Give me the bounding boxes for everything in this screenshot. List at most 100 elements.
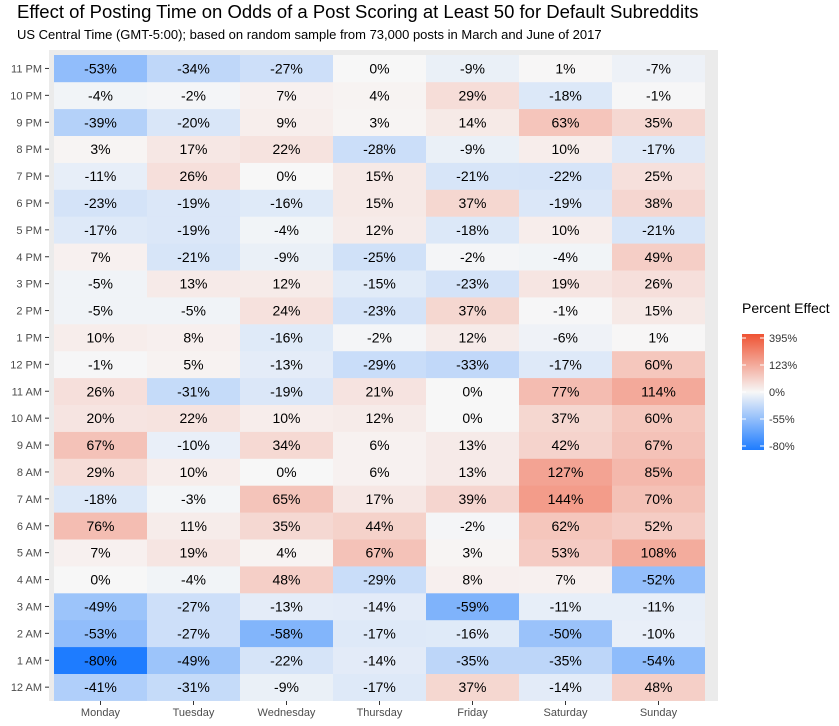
heatmap-cell (147, 135, 240, 163)
heatmap-cell (612, 485, 705, 513)
cell-value-label: -41% (84, 679, 117, 695)
heatmap-cell (519, 646, 612, 674)
cell-value-label: -4% (274, 222, 299, 238)
cell-value-label: 37% (458, 195, 486, 211)
cell-value-label: -6% (553, 329, 578, 345)
cell-value-label: 37% (551, 410, 579, 426)
cell-value-label: 53% (551, 545, 579, 561)
heatmap-cell (426, 297, 519, 325)
cell-value-label: 29% (86, 464, 114, 480)
heatmap-cell (519, 162, 612, 190)
y-axis: 12 AM 1 AM 2 AM 3 AM 4 AM 5 AM 6 AM 7 AM 8 AM 9 A… (10, 63, 49, 694)
heatmap-cell (519, 216, 612, 244)
cell-value-label: 0% (462, 410, 482, 426)
y-tick-label: 10 AM (11, 413, 42, 425)
cell-value-label: -20% (177, 114, 210, 130)
cell-value-label: 10% (551, 141, 579, 157)
heatmap-cell (54, 431, 147, 459)
heatmap-cell (240, 377, 333, 405)
cell-value-label: 12% (365, 410, 393, 426)
cell-value-label: 9% (276, 114, 296, 130)
heatmap-cell (147, 162, 240, 190)
heatmap-cell (333, 673, 426, 701)
heatmap-cell (240, 404, 333, 432)
y-tick-label: 7 PM (16, 171, 42, 183)
cell-value-label: 49% (644, 249, 672, 265)
cell-value-label: -27% (177, 598, 210, 614)
y-tick-label: 12 PM (10, 359, 42, 371)
cell-value-label: 19% (551, 276, 579, 292)
heatmap-cell (519, 324, 612, 352)
cell-value-label: -11% (550, 598, 582, 614)
heatmap-cell (240, 270, 333, 298)
heatmap-cell (147, 81, 240, 110)
cell-value-label: 114% (641, 383, 676, 399)
cell-value-label: -31% (177, 679, 210, 695)
cell-value-label: -13% (270, 598, 303, 614)
cell-value-label: 13% (458, 437, 486, 453)
cell-value-label: 108% (641, 545, 677, 561)
cell-value-label: 15% (644, 303, 672, 319)
heatmap-cell (54, 270, 147, 298)
cell-value-label: -17% (84, 222, 117, 238)
heatmap-cell (426, 539, 519, 567)
cell-value-label: 6% (369, 464, 389, 480)
cell-value-label: -17% (363, 625, 396, 641)
cell-value-label: -19% (177, 222, 210, 238)
heatmap-cell (54, 81, 147, 110)
cell-value-label: -14% (363, 652, 396, 668)
chart-subtitle: US Central Time (GMT-5:00); based on ran… (17, 27, 602, 42)
heatmap-cell (54, 485, 147, 513)
heatmap-cell (612, 189, 705, 217)
x-tick-label: Saturday (543, 707, 588, 719)
cell-value-label: 24% (272, 303, 300, 319)
cell-value-label: -11% (643, 598, 675, 614)
cell-value-label: -5% (88, 303, 113, 319)
heatmap-cell (519, 189, 612, 217)
y-tick-label: 11 PM (11, 63, 42, 75)
heatmap-cell (147, 485, 240, 513)
cell-value-label: -27% (177, 625, 210, 641)
x-tick-label: Tuesday (173, 707, 215, 719)
cell-value-label: 13% (458, 464, 486, 480)
cell-value-label: -33% (456, 356, 489, 372)
heatmap-cell (240, 135, 333, 163)
heatmap-cell (54, 350, 147, 379)
cell-value-label: 62% (551, 518, 579, 534)
cell-value-label: 15% (365, 168, 393, 184)
cell-value-label: 22% (179, 410, 207, 426)
heatmap-cell (54, 189, 147, 217)
cell-value-label: -28% (363, 141, 396, 157)
heatmap-cell (147, 458, 240, 486)
heatmap-cell (54, 458, 147, 486)
cell-value-label: 39% (458, 491, 486, 507)
heatmap-cell (612, 350, 705, 379)
heatmap-cell (519, 108, 612, 136)
cell-value-label: 0% (369, 60, 389, 76)
cell-value-label: 85% (644, 464, 672, 480)
cell-value-label: -16% (270, 195, 303, 211)
heatmap-cell (54, 324, 147, 352)
cell-value-label: 1% (648, 329, 668, 345)
y-tick-label: 2 PM (16, 306, 42, 318)
heatmap-cell (147, 566, 240, 594)
cell-value-label: 10% (179, 464, 207, 480)
cell-value-label: -27% (270, 60, 303, 76)
cell-value-label: -80% (84, 652, 117, 668)
heatmap-cell (612, 512, 705, 540)
heatmap-cell (519, 55, 612, 83)
heatmap-cell (426, 216, 519, 244)
cell-value-label: -3% (181, 491, 206, 507)
cell-value-label: -10% (642, 625, 675, 641)
cell-value-label: 7% (90, 545, 110, 561)
cell-value-label: -23% (84, 195, 117, 211)
y-tick-label: 7 AM (17, 494, 42, 506)
heatmap-cell (54, 539, 147, 567)
chart-title: Effect of Posting Time on Odds of a Post… (17, 1, 699, 22)
cell-value-label: -15% (363, 276, 396, 292)
heatmap-cell (54, 673, 147, 701)
cell-value-label: 15% (365, 195, 393, 211)
heatmap-cell (333, 566, 426, 594)
y-tick-label: 9 PM (16, 117, 42, 129)
heatmap-cell (426, 324, 519, 352)
